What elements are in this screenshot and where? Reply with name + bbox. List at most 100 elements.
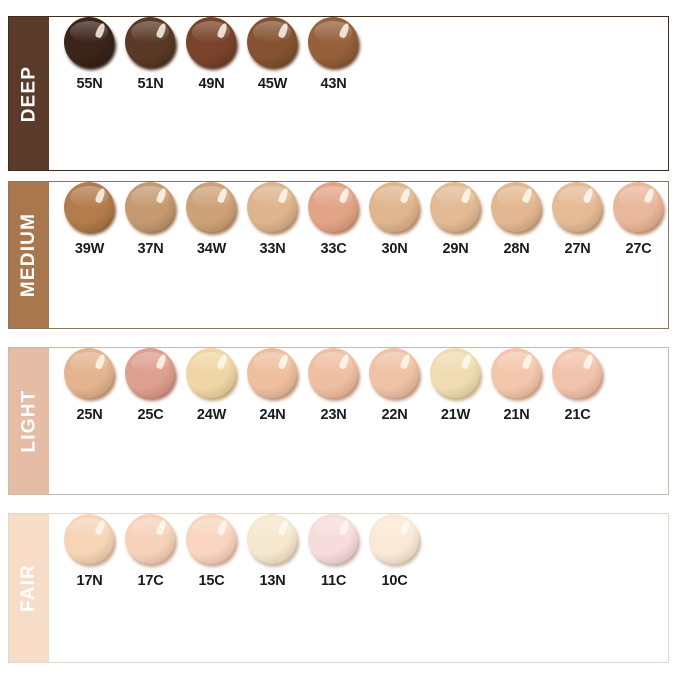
swatch-color-dot[interactable] [246,182,297,232]
swatch-30n[interactable]: 30N [364,182,425,257]
swatch-color-dot[interactable] [246,17,297,67]
swatch-25n[interactable]: 25N [59,348,120,423]
swatch-code-label: 11C [320,573,347,589]
swatch-10c[interactable]: 10C [364,514,425,589]
swatch-gloss-highlight-icon [154,22,168,39]
swatch-color-dot[interactable] [612,182,663,232]
swatch-55n[interactable]: 55N [59,17,120,92]
swatch-23n[interactable]: 23N [303,348,364,423]
swatch-gloss-highlight-icon [337,353,351,370]
swatch-color-dot[interactable] [551,348,602,398]
swatch-34w[interactable]: 34W [181,182,242,257]
swatch-color-dot[interactable] [124,182,175,232]
swatch-color-dot[interactable] [551,182,602,232]
swatch-color-dot[interactable] [429,182,480,232]
swatch-39w[interactable]: 39W [59,182,120,257]
swatch-color-dot[interactable] [246,348,297,398]
swatch-color-dot[interactable] [63,348,114,398]
swatch-color-dot[interactable] [368,514,419,564]
swatch-dot-wrap [63,348,116,401]
swatch-21w[interactable]: 21W [425,348,486,423]
swatch-color-dot[interactable] [368,348,419,398]
swatch-code-label: 37N [137,241,164,257]
swatch-gloss-highlight-icon [337,187,351,204]
swatch-24w[interactable]: 24W [181,348,242,423]
swatch-color-dot[interactable] [185,514,236,564]
swatch-color-dot[interactable] [490,348,541,398]
swatch-color-dot[interactable] [63,514,114,564]
swatch-27c[interactable]: 27C [608,182,669,257]
swatch-37n[interactable]: 37N [120,182,181,257]
swatch-color-dot[interactable] [429,348,480,398]
swatch-code-label: 28N [503,241,530,257]
swatch-row-light: 25N 25C 24W 24N 23N 22N 21W 21N 21C [59,348,668,494]
swatch-color-dot[interactable] [246,514,297,564]
swatch-21c[interactable]: 21C [547,348,608,423]
swatch-28n[interactable]: 28N [486,182,547,257]
swatch-11c[interactable]: 11C [303,514,364,589]
swatch-29n[interactable]: 29N [425,182,486,257]
swatch-gloss-highlight-icon [93,353,107,370]
swatch-dot-wrap [551,348,604,401]
swatch-13n[interactable]: 13N [242,514,303,589]
swatch-gloss-highlight-icon [215,22,229,39]
swatch-color-dot[interactable] [307,348,358,398]
swatch-45w[interactable]: 45W [242,17,303,92]
swatch-color-dot[interactable] [185,182,236,232]
swatch-43n[interactable]: 43N [303,17,364,92]
swatch-color-dot[interactable] [490,182,541,232]
swatch-code-label: 27C [625,241,652,257]
swatch-22n[interactable]: 22N [364,348,425,423]
swatch-gloss-highlight-icon [276,187,290,204]
swatch-51n[interactable]: 51N [120,17,181,92]
swatch-49n[interactable]: 49N [181,17,242,92]
swatch-21n[interactable]: 21N [486,348,547,423]
swatch-color-dot[interactable] [307,182,358,232]
swatch-dot-wrap [185,17,238,70]
swatch-17c[interactable]: 17C [120,514,181,589]
swatch-dot-wrap [307,348,360,401]
swatch-gloss-highlight-icon [154,353,168,370]
swatch-color-dot[interactable] [185,17,236,67]
swatch-code-label: 34W [196,241,227,257]
swatch-dot-wrap [185,514,238,567]
swatch-dot-wrap [246,182,299,235]
swatch-color-dot[interactable] [307,17,358,67]
swatch-color-dot[interactable] [368,182,419,232]
category-bar-deep: DEEP [9,17,49,170]
swatch-gloss-highlight-icon [459,187,473,204]
category-label-medium: MEDIUM [18,212,39,298]
section-deep: DEEP 55N 51N 49N 45W 43N [8,16,669,171]
swatch-color-dot[interactable] [63,17,114,67]
swatch-code-label: 21N [503,407,530,423]
swatch-code-label: 43N [320,76,347,92]
swatch-color-dot[interactable] [124,348,175,398]
swatch-dot-wrap [63,514,116,567]
swatch-color-dot[interactable] [63,182,114,232]
swatch-code-label: 39W [74,241,105,257]
swatch-color-dot[interactable] [124,17,175,67]
swatch-gloss-highlight-icon [337,22,351,39]
swatch-17n[interactable]: 17N [59,514,120,589]
section-light: LIGHT 25N 25C 24W 24N 23N 22N 21W 21N 21C [8,347,669,495]
swatch-dot-wrap [368,514,421,567]
swatch-gloss-highlight-icon [93,22,107,39]
swatch-code-label: 13N [259,573,286,589]
category-bar-fair: FAIR [9,514,49,662]
swatch-24n[interactable]: 24N [242,348,303,423]
swatch-dot-wrap [490,182,543,235]
swatch-dot-wrap [368,348,421,401]
swatch-25c[interactable]: 25C [120,348,181,423]
swatch-color-dot[interactable] [124,514,175,564]
swatch-gloss-highlight-icon [398,187,412,204]
swatch-dot-wrap [185,182,238,235]
swatch-33n[interactable]: 33N [242,182,303,257]
swatch-33c[interactable]: 33C [303,182,364,257]
swatch-dot-wrap [185,348,238,401]
swatch-15c[interactable]: 15C [181,514,242,589]
category-label-deep: DEEP [18,65,40,122]
swatch-color-dot[interactable] [185,348,236,398]
category-label-light: LIGHT [18,389,39,453]
swatch-color-dot[interactable] [307,514,358,564]
swatch-27n[interactable]: 27N [547,182,608,257]
